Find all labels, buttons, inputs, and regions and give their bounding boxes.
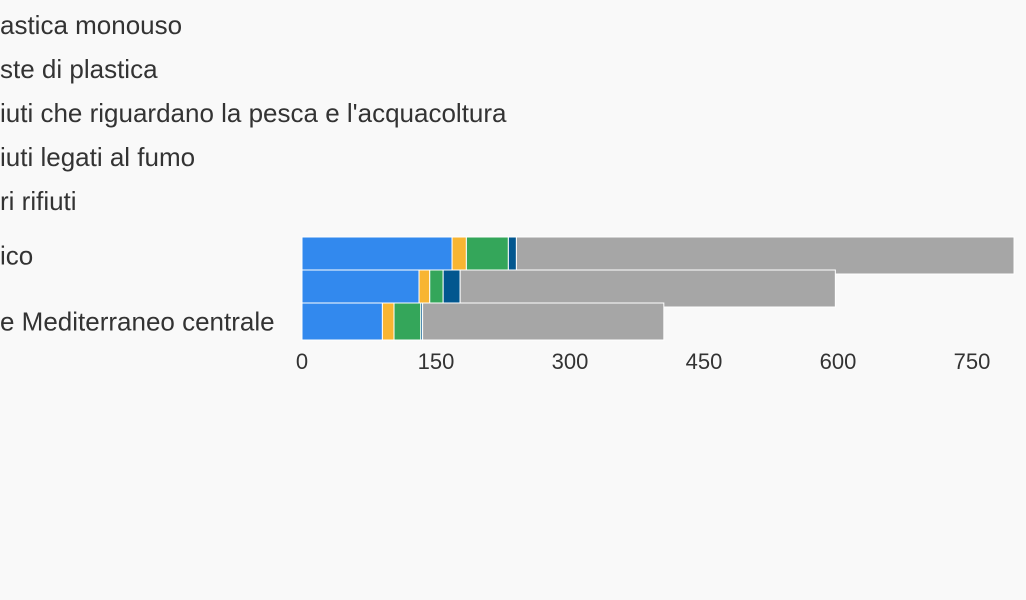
bar-segment: [301, 269, 420, 308]
y-tick-label: ico: [0, 240, 33, 270]
x-tick-label: 750: [954, 349, 991, 374]
legend-label: ste di plastica: [0, 54, 158, 84]
x-tick-label: 600: [820, 349, 857, 374]
y-tick-label: e Mediterraneo centrale: [0, 306, 275, 336]
bar-segment: [301, 302, 383, 341]
legend-label: ri rifiuti: [0, 186, 77, 216]
bar-segment: [451, 236, 467, 275]
bar-segment: [418, 269, 431, 308]
bar-segment: [429, 269, 444, 308]
bar-segment: [422, 302, 665, 341]
bar-segment: [442, 269, 461, 308]
x-tick-label: 300: [552, 349, 589, 374]
x-tick-label: 0: [296, 349, 308, 374]
bar-segment: [301, 236, 453, 275]
bar-segment: [515, 236, 1015, 275]
legend-label: iuti che riguardano la pesca e l'acquaco…: [0, 98, 507, 128]
bar-segment: [507, 236, 517, 275]
legend-label: astica monouso: [0, 10, 182, 40]
bar-segment: [459, 269, 836, 308]
x-tick-label: 150: [418, 349, 455, 374]
x-tick-label: 450: [686, 349, 723, 374]
bar-segment: [393, 302, 422, 341]
legend-label: iuti legati al fumo: [0, 142, 195, 172]
bar-segment: [381, 302, 395, 341]
bar-segment: [465, 236, 509, 275]
